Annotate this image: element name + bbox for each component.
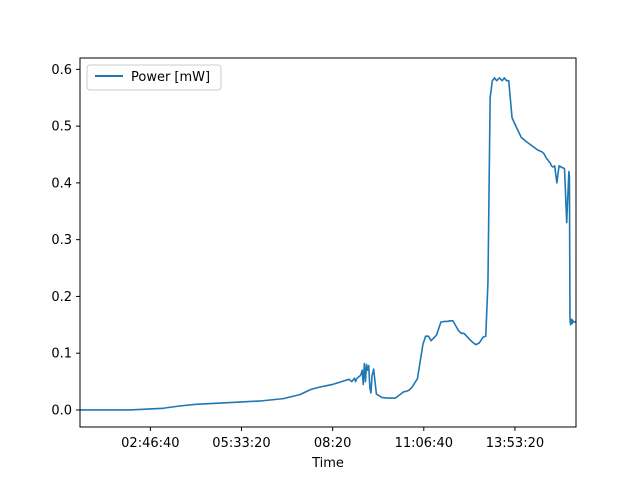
y-axis: 0.0 0.1 0.2 0.3 0.4 0.5 0.6 xyxy=(51,63,80,418)
plot-frame xyxy=(79,57,577,428)
legend-box xyxy=(86,64,222,91)
x-tick-label: 11:06:40 xyxy=(395,436,453,451)
y-tick-label: 0.4 xyxy=(51,176,72,191)
series-line-power xyxy=(80,77,576,411)
y-tick-label: 0.1 xyxy=(51,347,72,362)
y-tick-label: 0.6 xyxy=(51,63,72,78)
x-tick-label: 05:33:20 xyxy=(212,436,270,451)
x-tick-label: 02:46:40 xyxy=(121,436,179,451)
legend: Power [mW] xyxy=(86,64,222,91)
x-axis-label: Time xyxy=(311,456,344,471)
x-tick-label: 08:20 xyxy=(314,436,351,451)
series-layer xyxy=(80,77,576,411)
x-axis: 02:46:40 05:33:20 08:20 11:06:40 13:53:20 xyxy=(121,427,544,451)
y-tick-label: 0.0 xyxy=(51,403,72,418)
y-tick-label: 0.5 xyxy=(51,120,72,135)
y-tick-label: 0.3 xyxy=(51,233,72,248)
legend-label: Power [mW] xyxy=(131,70,210,85)
x-tick-label: 13:53:20 xyxy=(486,436,544,451)
y-tick-label: 0.2 xyxy=(51,290,72,305)
